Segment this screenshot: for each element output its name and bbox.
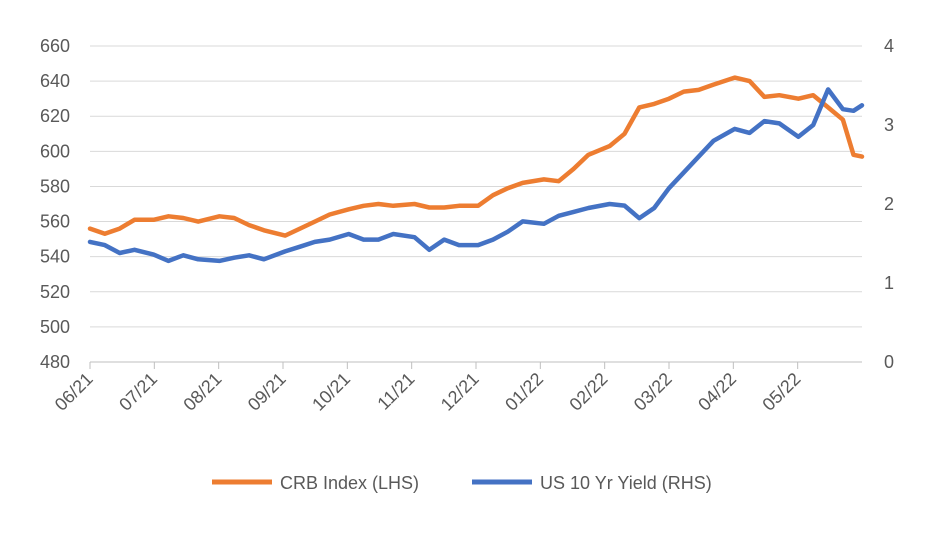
right-tick-label: 4 [884,36,894,56]
right-tick-label: 0 [884,352,894,372]
x-tick-label: 09/21 [244,369,290,415]
left-axis-ticks: 480 500 520 540 560 580 600 620 640 660 [40,36,70,372]
gridlines [90,45,862,363]
right-axis-ticks: 0 1 2 3 4 [884,36,894,372]
series-lines [87,75,865,264]
series-line-crb [87,75,865,238]
legend-item-us10yr: US 10 Yr Yield (RHS) [472,473,712,493]
left-tick-label: 600 [40,141,70,161]
right-tick-label: 2 [884,194,894,214]
left-tick-label: 640 [40,71,70,91]
x-tick-label: 06/21 [51,369,97,415]
x-tick-label: 07/21 [115,369,161,415]
legend-label-us10yr: US 10 Yr Yield (RHS) [540,473,712,493]
x-tick-label: 02/22 [566,369,612,415]
left-tick-label: 580 [40,176,70,196]
series-line-us10yr [87,87,865,264]
x-tick-label: 04/22 [694,369,740,415]
x-tick-label: 12/21 [437,369,483,415]
x-tick-label: 01/22 [501,369,547,415]
legend-label-crb: CRB Index (LHS) [280,473,419,493]
x-axis-ticks: 06/21 07/21 08/21 09/21 10/21 11/21 12/21 01/22… [51,362,805,415]
left-tick-label: 540 [40,247,70,267]
x-tick-label: 05/22 [759,369,805,415]
left-tick-label: 520 [40,282,70,302]
left-tick-label: 560 [40,212,70,232]
right-tick-label: 3 [884,115,894,135]
x-tick-label: 11/21 [373,369,418,414]
x-tick-label: 10/21 [308,369,354,415]
legend: CRB Index (LHS) US 10 Yr Yield (RHS) [212,473,712,493]
left-tick-label: 660 [40,36,70,56]
left-tick-label: 480 [40,352,70,372]
x-tick-label: 08/21 [180,369,226,415]
right-tick-label: 1 [884,273,894,293]
x-tick-label: 03/22 [630,369,676,415]
left-tick-label: 620 [40,106,70,126]
legend-item-crb: CRB Index (LHS) [212,473,419,493]
left-tick-label: 500 [40,317,70,337]
